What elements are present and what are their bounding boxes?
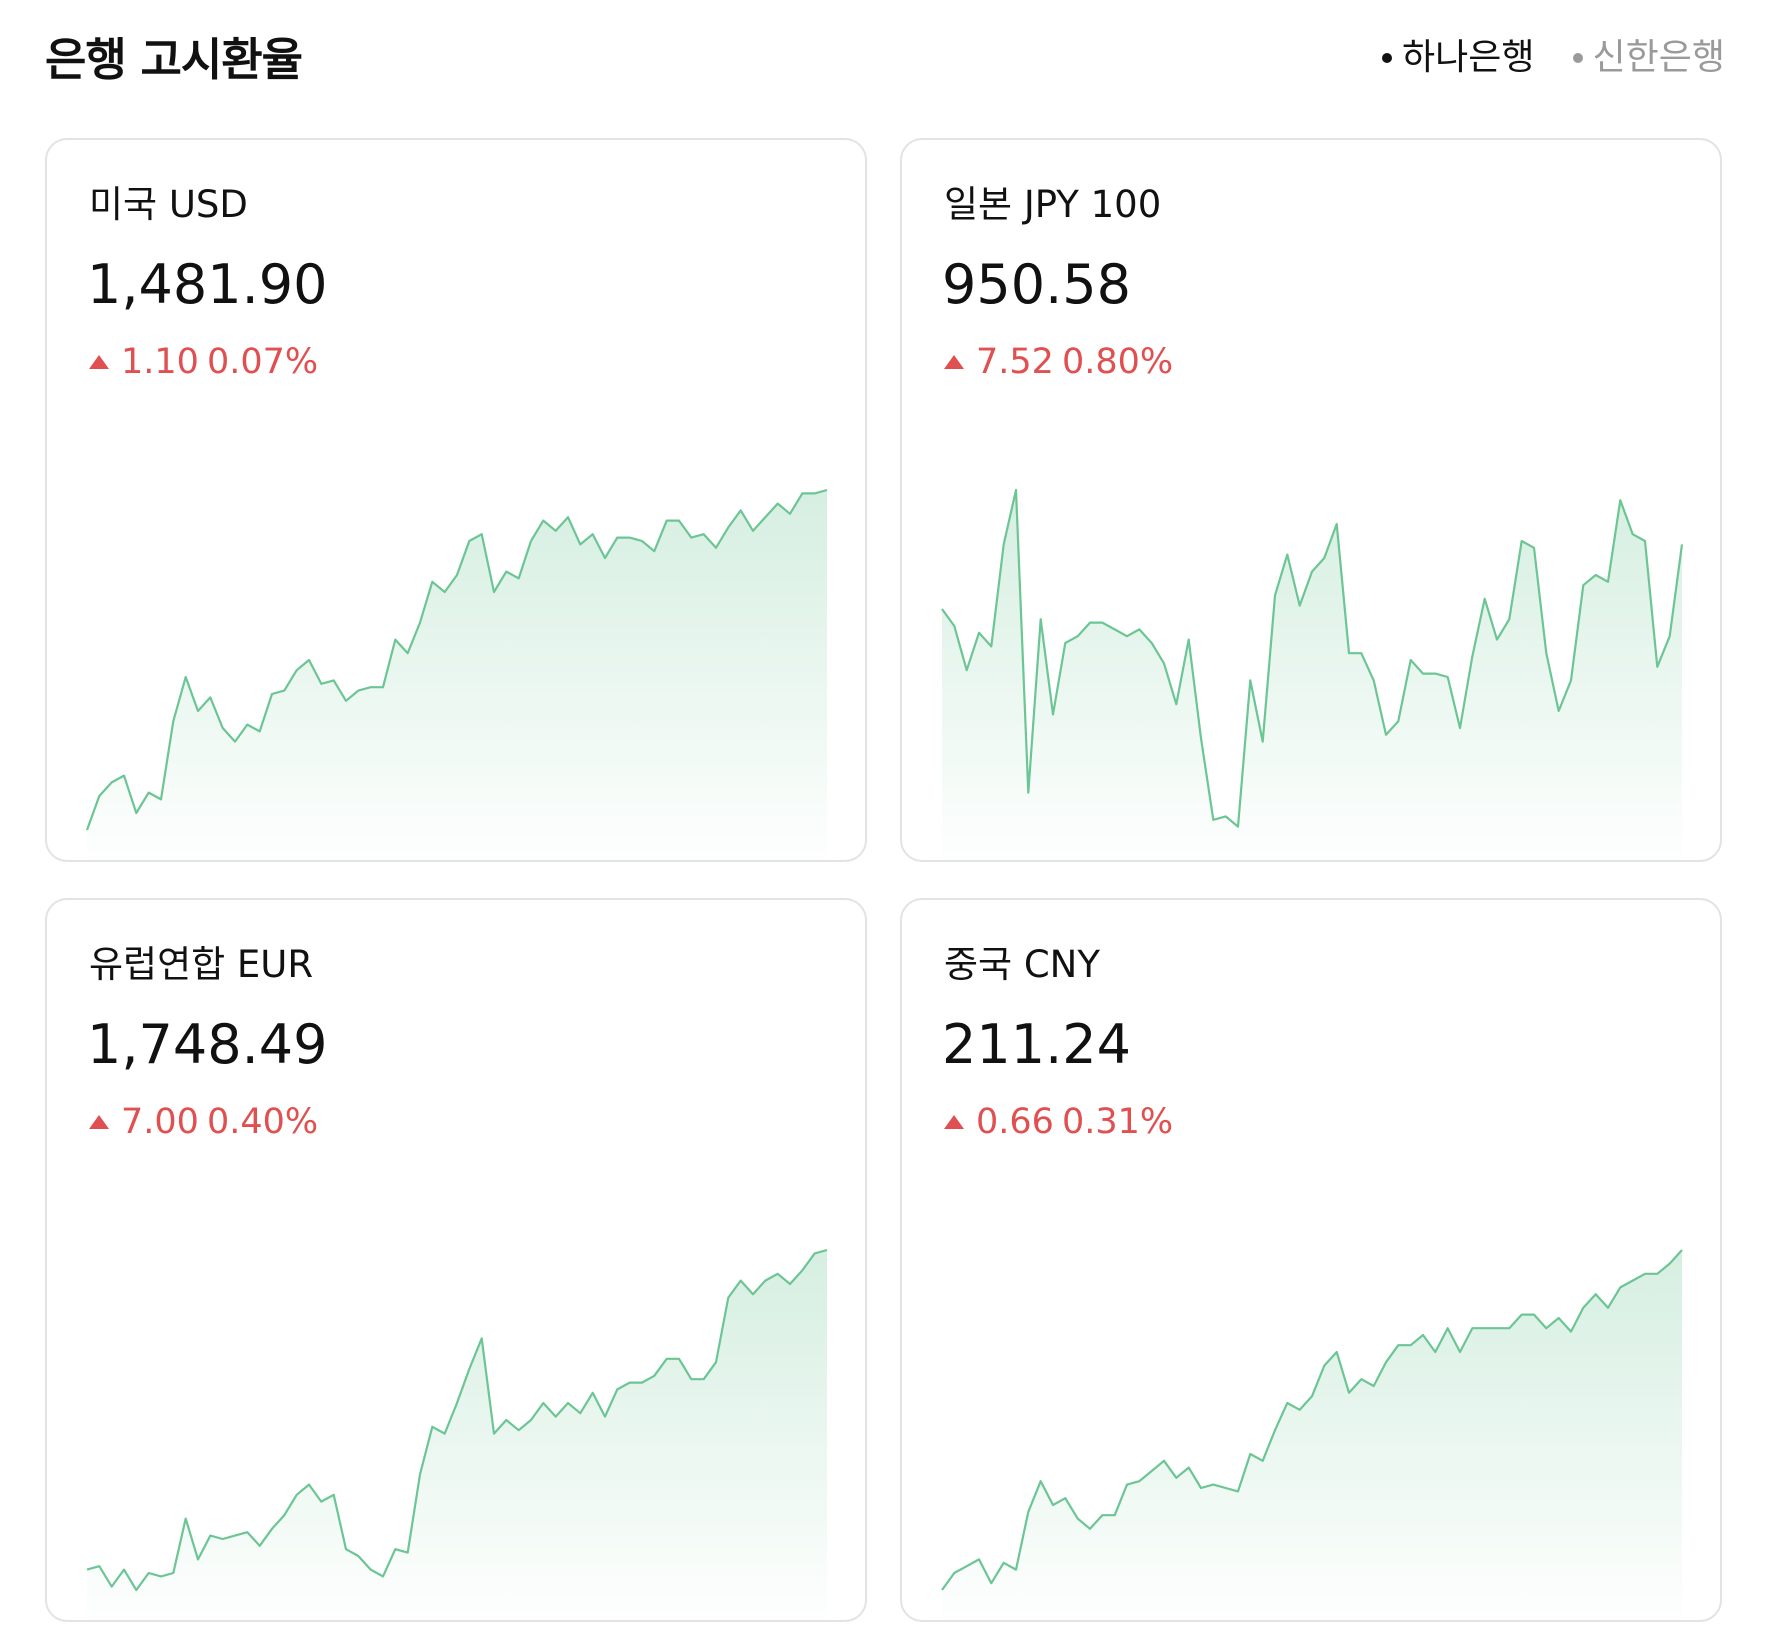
bank-tab-label: 하나은행 bbox=[1402, 37, 1535, 78]
up-triangle-icon bbox=[944, 355, 964, 369]
change-amount: 7.00 bbox=[121, 1102, 199, 1142]
active-dot-icon bbox=[1382, 53, 1393, 63]
change-percent: 0.07% bbox=[206, 342, 319, 382]
bank-tab-hana[interactable]: 하나은행 bbox=[1382, 28, 1535, 88]
currency-name: 유럽연합 EUR bbox=[89, 943, 314, 986]
exchange-rate: 950.58 bbox=[942, 253, 1131, 316]
change-percent: 0.40% bbox=[206, 1102, 319, 1142]
rate-card-jpy[interactable]: 일본 JPY 100 950.58 7.52 0.80% bbox=[900, 138, 1722, 862]
trend-line bbox=[941, 488, 1684, 828]
page-header: 은행 고시환율 하나은행 신한은행 bbox=[45, 28, 1725, 98]
up-triangle-icon bbox=[944, 1115, 964, 1129]
bank-tab-label: 신한은행 bbox=[1592, 37, 1725, 78]
currency-name: 미국 USD bbox=[89, 183, 248, 226]
trend-chart bbox=[85, 488, 828, 860]
change-amount: 0.66 bbox=[976, 1102, 1054, 1142]
up-triangle-icon bbox=[89, 1115, 109, 1129]
rate-card-usd[interactable]: 미국 USD 1,481.90 1.10 0.07% bbox=[45, 138, 867, 862]
trend-area bbox=[87, 490, 827, 860]
trend-area bbox=[942, 1250, 1682, 1620]
currency-name: 중국 CNY bbox=[944, 943, 1100, 986]
rate-card-cny[interactable]: 중국 CNY 211.24 0.66 0.31% bbox=[900, 898, 1722, 1622]
change-percent: 0.80% bbox=[1061, 342, 1174, 382]
currency-name: 일본 JPY 100 bbox=[944, 183, 1162, 226]
change-percent: 0.31% bbox=[1061, 1102, 1174, 1142]
rate-change: 7.00 0.40% bbox=[89, 1100, 318, 1144]
change-amount: 1.10 bbox=[121, 342, 199, 382]
trend-area bbox=[942, 490, 1682, 860]
rate-change: 1.10 0.07% bbox=[89, 340, 318, 384]
rate-card-eur[interactable]: 유럽연합 EUR 1,748.49 7.00 0.40% bbox=[45, 898, 867, 1622]
up-triangle-icon bbox=[89, 355, 109, 369]
trend-chart bbox=[941, 1249, 1683, 1620]
trend-chart bbox=[86, 1248, 828, 1620]
rate-change: 7.52 0.80% bbox=[944, 340, 1173, 384]
trend-area bbox=[87, 1250, 827, 1620]
exchange-rate: 211.24 bbox=[942, 1013, 1131, 1076]
exchange-rate: 1,748.49 bbox=[87, 1013, 328, 1076]
change-amount: 7.52 bbox=[976, 342, 1054, 382]
trend-line bbox=[941, 1249, 1683, 1591]
bank-tab-shinhan[interactable]: 신한은행 bbox=[1572, 28, 1725, 88]
rate-change: 0.66 0.31% bbox=[944, 1100, 1173, 1144]
bank-tabs: 하나은행 신한은행 bbox=[1382, 28, 1725, 88]
trend-line bbox=[86, 1248, 828, 1592]
exchange-rate: 1,481.90 bbox=[87, 253, 328, 316]
trend-chart bbox=[941, 488, 1684, 860]
inactive-dot-icon bbox=[1572, 53, 1583, 63]
page-title: 은행 고시환율 bbox=[45, 33, 303, 86]
trend-line bbox=[85, 488, 828, 831]
